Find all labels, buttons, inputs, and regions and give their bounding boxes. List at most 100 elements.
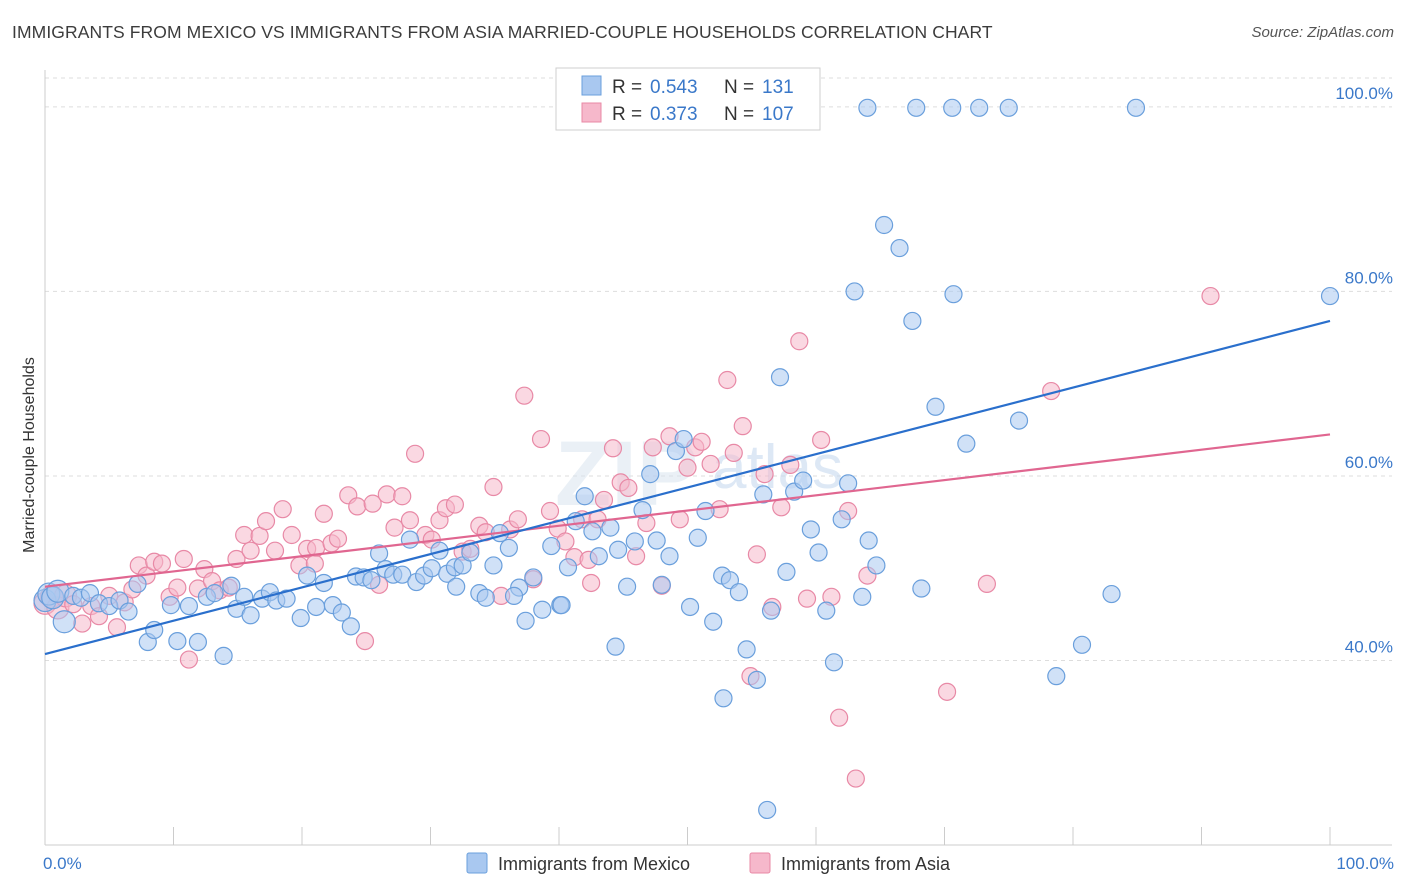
asia-point-48 <box>405 444 425 463</box>
mexico-point-88 <box>747 670 766 689</box>
asia-point-92 <box>755 465 774 484</box>
mexico-point-67 <box>583 522 602 541</box>
asia-point-94 <box>772 498 791 517</box>
mexico-point-92 <box>777 562 796 582</box>
legend-r-value-asia: 0.373 <box>650 104 698 125</box>
mexico-point-61 <box>533 600 552 619</box>
mexico-point-101 <box>845 282 864 301</box>
asia-point-40 <box>348 497 367 516</box>
bottom-legend-swatch-mexico <box>466 852 488 874</box>
asia-point-84 <box>692 432 711 451</box>
mexico-point-15 <box>161 596 181 615</box>
mexico-point-75 <box>647 531 666 550</box>
y-tick-labels: 40.0% 60.0% 80.0% 100.0% <box>1335 84 1393 657</box>
mexico-point-69 <box>601 518 620 537</box>
asia-point-5 <box>73 614 92 633</box>
asia-point-64 <box>531 429 551 449</box>
asia-point-102 <box>846 769 865 788</box>
mexico-point-80 <box>680 597 700 617</box>
asia-point-97 <box>797 589 817 608</box>
mexico-point-43 <box>393 565 412 584</box>
mexico-point-121 <box>970 98 989 117</box>
legend-swatch-mexico <box>581 75 602 96</box>
asia-point-72 <box>594 490 614 510</box>
mexico-point-105 <box>875 215 894 235</box>
x-tick-label-min: 0.0% <box>43 854 82 873</box>
y-tick-label-40: 40.0% <box>1345 637 1393 656</box>
mexico-point-60 <box>524 568 543 587</box>
mexico-point-79 <box>674 429 693 449</box>
mexico-point-22 <box>222 576 241 595</box>
asia-point-96 <box>790 332 809 351</box>
mexico-point-99 <box>832 510 851 529</box>
asia-point-89 <box>733 417 752 436</box>
mexico-point-107 <box>903 311 922 331</box>
mexico-point-52 <box>461 543 480 562</box>
mexico-point-71 <box>618 577 637 596</box>
mexico-point-21 <box>214 646 233 665</box>
mexico-point-87 <box>737 640 756 659</box>
asia-point-91 <box>747 545 766 564</box>
mexico-point-83 <box>704 612 723 631</box>
mexico-point-122 <box>1320 286 1340 306</box>
y-tick-label-60: 60.0% <box>1345 453 1393 472</box>
mexico-point-96 <box>809 543 828 562</box>
asia-point-31 <box>273 500 292 519</box>
mexico-point-70 <box>609 540 628 559</box>
asia-point-107 <box>1201 286 1220 306</box>
asia-point-62 <box>515 386 534 405</box>
asia-point-100 <box>830 708 849 727</box>
mexico-point-102 <box>853 587 872 606</box>
bottom-legend-swatch-asia <box>749 852 771 874</box>
mexico-point-97 <box>817 601 836 620</box>
mexico-point-17 <box>179 596 199 616</box>
bottom-legend-label-asia: Immigrants from Asia <box>781 854 951 874</box>
mexico-point-66 <box>575 487 594 506</box>
mexico-point-119 <box>907 98 926 117</box>
mexico-point-64 <box>558 558 578 577</box>
source-credit: Source: ZipAtlas.com <box>1251 24 1394 41</box>
mexico-point-25 <box>241 606 260 625</box>
mexico-point-115 <box>1072 635 1092 654</box>
asia-point-32 <box>282 525 301 545</box>
axes <box>44 70 1392 846</box>
mexico-point-125 <box>606 637 625 656</box>
mexico-point-29 <box>277 589 296 608</box>
legend-r-label-asia: R = <box>612 104 642 125</box>
chart-title: IMMIGRANTS FROM MEXICO VS IMMIGRANTS FRO… <box>12 22 993 42</box>
mexico-point-113 <box>1009 411 1029 430</box>
mexico-point-57 <box>499 538 518 558</box>
x-ticks <box>44 827 1331 845</box>
asia-point-73 <box>603 439 623 458</box>
mexico-point-108 <box>912 579 931 598</box>
mexico-point-55 <box>484 556 503 575</box>
mexico-point-35 <box>332 603 351 622</box>
asia-point-15 <box>152 554 172 573</box>
asia-point-58 <box>484 477 503 497</box>
asia-point-75 <box>619 478 638 498</box>
mexico-point-44 <box>400 530 420 549</box>
asia-point-38 <box>328 529 348 548</box>
asia-point-85 <box>701 454 720 474</box>
legend-n-value-mexico: 131 <box>762 77 794 98</box>
mexico-point-30 <box>291 608 310 628</box>
mexico-point-12 <box>128 574 147 593</box>
asia-point-88 <box>724 443 743 462</box>
mexico-point-72 <box>625 532 644 551</box>
mexico-point-47 <box>422 559 441 578</box>
mexico-point-98 <box>824 653 844 672</box>
asia-point-18 <box>174 549 193 569</box>
legend-n-label-asia: N = <box>724 104 754 125</box>
legend-n-value-asia: 107 <box>762 104 794 125</box>
legend-r-label-mexico: R = <box>612 77 642 98</box>
mexico-point-32 <box>307 597 326 617</box>
asia-point-44 <box>377 485 396 504</box>
mexico-point-4 <box>52 610 76 634</box>
x-tick-label-max: 100.0% <box>1336 854 1394 873</box>
asia-point-41 <box>355 632 375 651</box>
mexico-point-109 <box>926 397 945 416</box>
mexico-point-104 <box>867 556 886 575</box>
mexico-point-128 <box>447 577 466 596</box>
mexico-point-59 <box>516 611 535 630</box>
trend-lines <box>44 319 1331 656</box>
